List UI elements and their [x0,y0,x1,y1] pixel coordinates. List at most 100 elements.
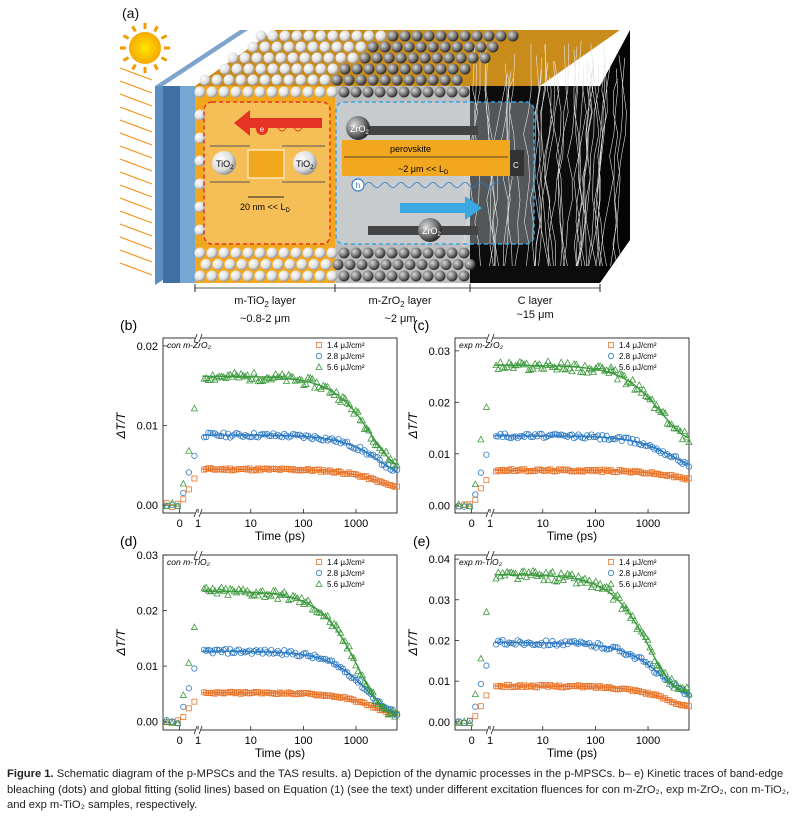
data-point [594,584,602,591]
layer-carbon-label: C layer ~15 μm [516,295,554,321]
data-point [472,713,479,720]
y-tick-label: 0.00 [429,717,450,729]
data-point [295,375,304,383]
data-point [206,587,215,595]
data-point [508,639,515,647]
panel-title: con m-ZrO₂ [167,340,212,350]
data-point [376,456,383,463]
zro2-particle-bottom [418,218,442,242]
glass-substrate [163,86,180,283]
data-point [633,385,641,393]
data-point [206,376,215,383]
data-point [566,364,574,372]
data-point [566,432,573,439]
data-point [483,662,490,669]
data-point [622,604,630,611]
legend-marker [315,569,323,577]
data-point [607,366,615,373]
data-point [637,388,645,396]
data-point [337,440,344,447]
x-tick-label: 100 [294,735,312,747]
data-point [680,685,689,693]
data-point [585,576,593,584]
data-point [557,569,565,576]
data-point [527,640,534,647]
data-point [393,708,401,716]
data-point [677,458,684,465]
x-tick-label: 1000 [636,735,660,747]
legend-label: 1.4 μJ/cm² [327,341,365,350]
carbon-contact [510,150,524,176]
data-point [510,433,517,440]
data-point [254,377,262,385]
data-point [466,717,473,725]
data-point [331,661,338,668]
data-point [618,437,625,444]
data-point [217,372,226,380]
data-point [282,377,291,384]
axis-break-mark [485,333,490,343]
data-point [168,718,176,726]
data-point [163,502,171,509]
data-point [655,447,662,454]
data-point [670,453,677,460]
data-point [620,371,628,379]
legend-label: 1.4 μJ/cm² [619,341,657,350]
legend-label: 5.6 μJ/cm² [619,580,657,589]
data-point [213,589,221,597]
series-2 [163,429,401,510]
axis-break-mark [193,333,198,343]
data-point [336,628,345,636]
data-point [609,366,617,374]
tio2-left-label: TiO2 [216,159,234,171]
data-point [501,364,509,371]
data-point [174,500,181,507]
x-tick-label: 1000 [344,518,368,530]
data-point [352,661,360,669]
data-point [472,496,479,503]
data-point [536,641,543,648]
data-point [672,679,680,687]
data-point [516,572,524,580]
data-point [168,499,176,506]
data-point [326,618,334,625]
data-point [573,640,580,647]
y-tick-label: 0.04 [429,554,450,566]
data-point [613,375,622,383]
data-point [685,689,693,697]
data-point [657,665,665,673]
data-point [256,376,265,384]
data-point [496,572,505,580]
data-point [600,366,609,374]
data-point [360,425,369,432]
x-axis-label: Time (ps) [255,529,305,543]
data-point [190,623,199,630]
data-point [575,431,582,438]
data-point [620,434,628,441]
legend-label: 1.4 μJ/cm² [619,558,657,567]
data-point [626,614,635,621]
data-point [532,431,539,438]
data-point [294,652,301,660]
legend-marker [316,559,322,565]
data-point [460,717,468,725]
data-point [393,461,401,468]
zro2-bar-top [368,126,478,135]
plot-frame [162,554,398,731]
data-point [587,365,596,373]
y-axis-label: ΔT/T [406,628,420,657]
data-point [498,568,507,576]
data-point [274,595,282,602]
data-point [633,625,641,632]
legend-label: 2.8 μJ/cm² [327,352,365,361]
data-point [646,643,654,651]
data-point [650,657,658,665]
data-point [380,449,388,457]
data-point [227,434,234,441]
data-point [600,583,609,591]
data-point [378,461,385,468]
data-point [297,376,306,383]
chart-panel-e: (e) exp m-TiO₂ 0.00 0.01 0.02 0.03 0.04 0 1 10 100… [406,533,693,760]
legend-marker [315,352,323,360]
y-tick-label: 0.03 [429,346,450,358]
